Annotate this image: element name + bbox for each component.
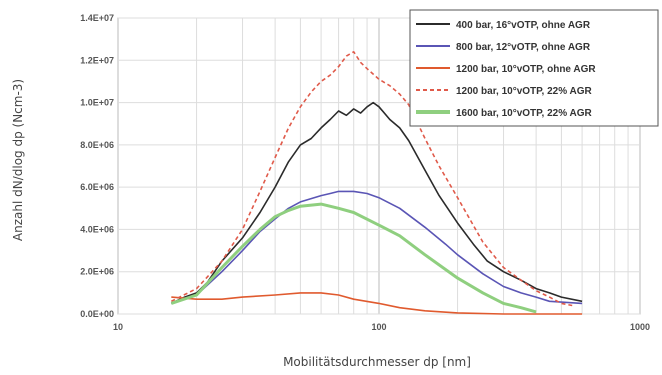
x-axis-title: Mobilitätsdurchmesser dp [nm] <box>283 355 471 369</box>
series-line-5 <box>170 202 537 314</box>
series-line-1 <box>170 101 583 305</box>
legend-label: 1200 bar, 10°vOTP, ohne AGR <box>456 64 596 75</box>
y-tick-label: 0.0E+00 <box>80 309 114 319</box>
legend-box <box>409 9 659 127</box>
legend-label: 1200 bar, 10°vOTP, 22% AGR <box>456 86 593 97</box>
x-tick-label: 10 <box>113 322 123 332</box>
y-tick-label: 4.0E+06 <box>80 224 114 234</box>
y-tick-label: 8.0E+06 <box>80 140 114 150</box>
legend-label: 1600 bar, 10°vOTP, 22% AGR <box>456 108 593 119</box>
series-line-3 <box>171 292 583 315</box>
series-line-4 <box>170 51 573 307</box>
x-tick-label: 1000 <box>630 322 650 332</box>
legend: 400 bar, 16°vOTP, ohne AGR 800 bar, 12°vO… <box>409 9 659 127</box>
y-tick-labels: 0.0E+00 2.0E+06 4.0E+06 6.0E+06 8.0E+06 1.0E+… <box>80 13 114 319</box>
y-tick-label: 1.0E+07 <box>80 98 114 108</box>
y-tick-label: 1.4E+07 <box>80 13 114 23</box>
y-tick-label: 2.0E+06 <box>80 267 114 277</box>
y-axis-title: Anzahl dN/dlog dp (Ncm-3) <box>11 79 25 241</box>
x-tick-labels: 10 100 1000 <box>113 322 650 332</box>
legend-label: 400 bar, 16°vOTP, ohne AGR <box>456 20 591 31</box>
x-tick-label: 100 <box>371 322 386 332</box>
legend-label: 800 bar, 12°vOTP, ohne AGR <box>456 42 591 53</box>
y-tick-label: 1.2E+07 <box>80 55 114 65</box>
series-line-2 <box>171 190 583 305</box>
y-tick-label: 6.0E+06 <box>80 182 114 192</box>
series-lines <box>170 51 583 315</box>
